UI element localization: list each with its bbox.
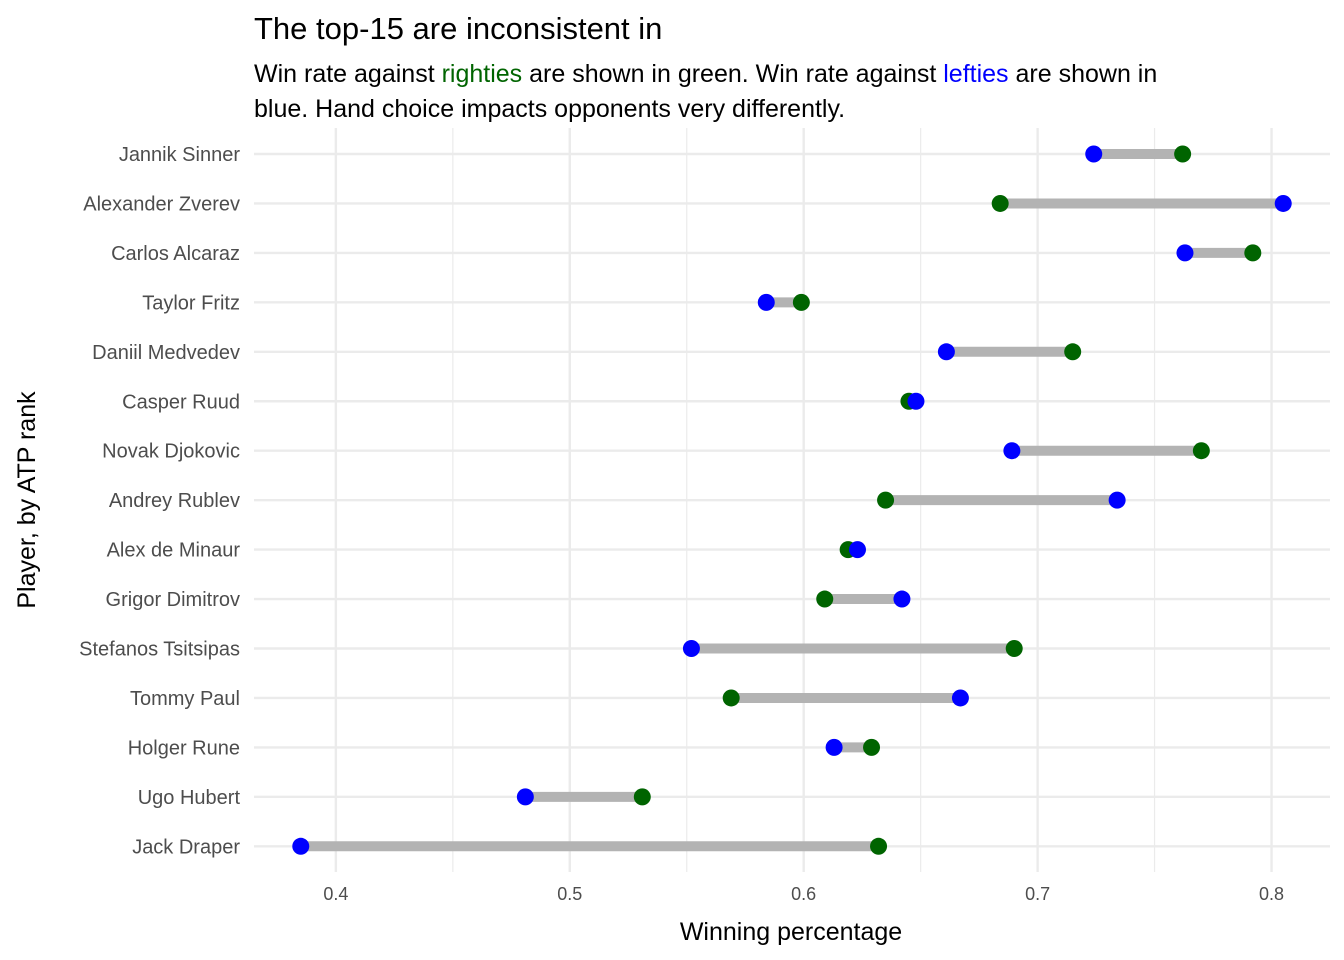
point-righties-1 — [991, 194, 1009, 212]
point-lefties-5 — [907, 392, 925, 410]
point-lefties-12 — [825, 738, 843, 756]
y-tick-label: Carlos Alcaraz — [111, 243, 240, 265]
x-tick-label: 0.6 — [791, 884, 816, 904]
subtitle-righties: righties — [442, 60, 523, 88]
points — [292, 145, 1292, 855]
point-lefties-4 — [937, 343, 955, 361]
y-axis-ticks: Jannik Sinner Alexander Zverev Carlos Alca… — [79, 144, 240, 858]
chart-title: The top-15 are inconsistent in — [254, 11, 662, 46]
point-lefties-13 — [516, 788, 534, 806]
subtitle-part-3: are shown in green. Win rate against — [522, 60, 943, 88]
subtitle-lefties: lefties — [943, 60, 1008, 88]
y-tick-label: Casper Ruud — [122, 391, 240, 413]
x-tick-label: 0.8 — [1259, 884, 1284, 904]
chart-subtitle-line-1: Win rate against righties are shown in g… — [254, 60, 1157, 88]
point-lefties-7 — [1108, 491, 1126, 509]
y-tick-label: Jack Draper — [132, 836, 240, 858]
point-lefties-2 — [1176, 244, 1194, 262]
x-axis-title: Winning percentage — [680, 918, 902, 946]
y-tick-label: Alex de Minaur — [107, 540, 241, 562]
y-tick-label: Grigor Dimitrov — [106, 589, 240, 611]
x-tick-label: 0.7 — [1025, 884, 1050, 904]
y-tick-label: Novak Djokovic — [102, 441, 240, 463]
y-tick-label: Jannik Sinner — [119, 144, 241, 166]
x-tick-label: 0.5 — [557, 884, 582, 904]
point-righties-3 — [792, 293, 810, 311]
point-righties-7 — [877, 491, 895, 509]
point-righties-14 — [870, 837, 888, 855]
y-tick-label: Tommy Paul — [130, 688, 240, 710]
point-righties-9 — [816, 590, 834, 608]
y-tick-label: Ugo Hubert — [138, 787, 241, 809]
point-lefties-9 — [893, 590, 911, 608]
subtitle-part-1: Win rate against — [254, 60, 442, 88]
y-tick-label: Daniil Medvedev — [92, 342, 240, 364]
point-lefties-11 — [951, 689, 969, 707]
y-tick-label: Holger Rune — [128, 737, 240, 759]
point-lefties-10 — [682, 640, 700, 657]
point-righties-11 — [722, 689, 740, 707]
point-lefties-8 — [848, 541, 866, 559]
y-tick-label: Stefanos Tsitsipas — [79, 639, 240, 661]
point-righties-0 — [1174, 145, 1192, 163]
x-tick-label: 0.4 — [323, 884, 348, 904]
point-righties-10 — [1005, 640, 1023, 657]
point-righties-2 — [1244, 244, 1262, 262]
point-lefties-14 — [292, 837, 310, 855]
x-axis-ticks: 0.4 0.5 0.6 0.7 0.8 — [323, 884, 1284, 904]
point-righties-13 — [633, 788, 651, 806]
point-lefties-0 — [1085, 145, 1103, 163]
point-lefties-1 — [1274, 194, 1292, 212]
y-tick-label: Taylor Fritz — [142, 292, 240, 314]
point-righties-4 — [1064, 343, 1082, 361]
point-righties-12 — [863, 738, 881, 756]
chart-subtitle-line-2: blue. Hand choice impacts opponents very… — [254, 95, 845, 123]
y-tick-label: Andrey Rublev — [109, 490, 240, 512]
point-righties-6 — [1192, 442, 1210, 460]
segments — [300, 149, 1284, 852]
grid — [254, 128, 1330, 872]
point-lefties-3 — [757, 293, 775, 311]
point-lefties-6 — [1003, 442, 1021, 460]
y-axis-title: Player, by ATP rank — [13, 391, 41, 609]
subtitle-part-5: are shown in — [1009, 60, 1158, 88]
y-tick-label: Alexander Zverev — [83, 193, 240, 215]
